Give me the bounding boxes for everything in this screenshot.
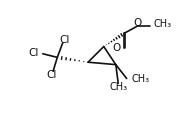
Text: Cl: Cl <box>29 48 39 58</box>
Text: CH₃: CH₃ <box>154 19 172 29</box>
Text: CH₃: CH₃ <box>131 74 149 84</box>
Text: CH₃: CH₃ <box>110 82 128 92</box>
Text: O: O <box>112 43 121 53</box>
Text: O: O <box>133 18 142 28</box>
Text: Cl: Cl <box>47 70 57 80</box>
Text: Cl: Cl <box>60 35 70 45</box>
